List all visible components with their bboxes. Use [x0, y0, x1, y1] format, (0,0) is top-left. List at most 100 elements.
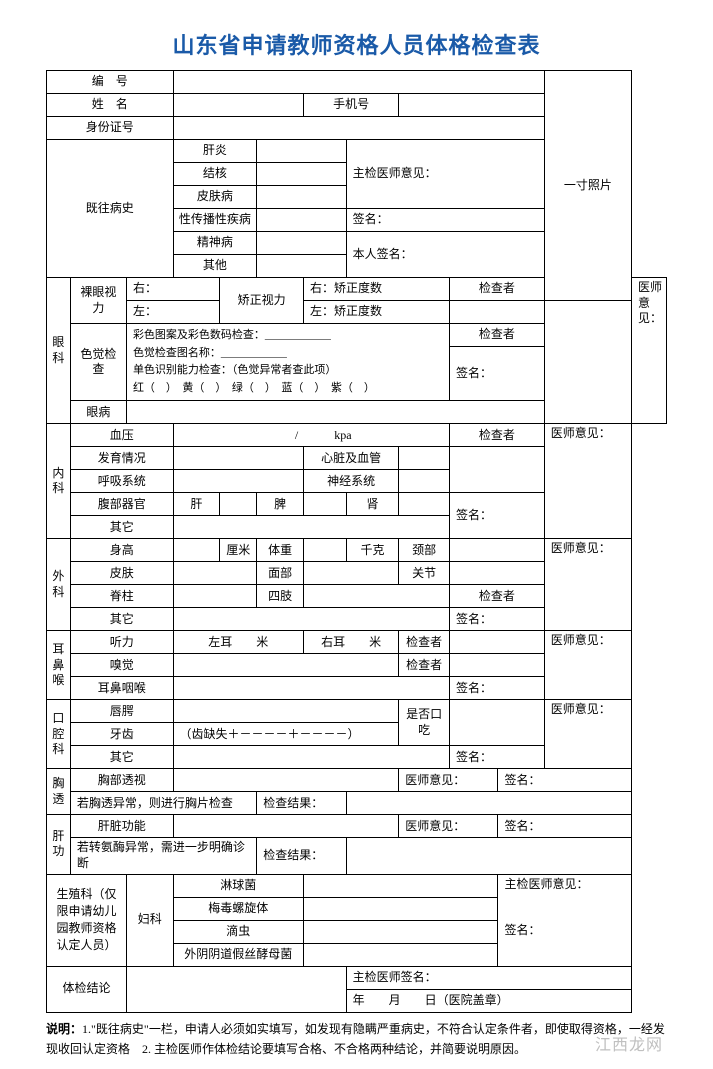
- surgery-sign[interactable]: 签名：: [449, 608, 544, 631]
- smell-value[interactable]: [173, 654, 399, 677]
- xray-value[interactable]: [173, 769, 399, 792]
- form-title: 山东省申请教师资格人员体格检查表: [46, 28, 667, 60]
- repro-item-value[interactable]: [304, 920, 498, 943]
- repro-item-value[interactable]: [304, 874, 498, 897]
- serial-value[interactable]: [173, 71, 544, 94]
- stutter-value[interactable]: [449, 700, 544, 746]
- history-value[interactable]: [257, 255, 346, 278]
- repro-item-value[interactable]: [304, 943, 498, 966]
- eye-examiner-value[interactable]: [449, 301, 544, 324]
- spleen-label: 脾: [257, 493, 304, 516]
- nerve-label: 神经系统: [304, 470, 399, 493]
- repro-doctor-opinion[interactable]: 主检医师意见： 签名：: [498, 874, 632, 966]
- chest-result-value[interactable]: [346, 792, 631, 815]
- liver-func-value[interactable]: [173, 815, 399, 838]
- spleen-value[interactable]: [304, 493, 347, 516]
- ent-doctor-opinion[interactable]: 医师意见：: [544, 631, 631, 700]
- limbs-value[interactable]: [304, 585, 450, 608]
- name-label: 姓 名: [47, 94, 174, 117]
- repro-item-value[interactable]: [304, 897, 498, 920]
- name-value[interactable]: [173, 94, 303, 117]
- chest-sign[interactable]: 签名：: [498, 769, 632, 792]
- conclusion-date[interactable]: 年 月 日（医院盖章）: [346, 989, 631, 1012]
- liver-abnormal: 若转氨酶异常，需进一步明确诊断: [70, 838, 256, 874]
- skin-value[interactable]: [173, 562, 257, 585]
- surgery-doctor-opinion[interactable]: 医师意见：: [544, 539, 631, 631]
- lip-label: 唇腭: [70, 700, 173, 723]
- weight-value[interactable]: [304, 539, 347, 562]
- conclusion-value[interactable]: [126, 966, 346, 1012]
- liver-doctor-opinion[interactable]: 医师意见：: [399, 815, 498, 838]
- oral-other-value[interactable]: [173, 746, 449, 769]
- history-value[interactable]: [257, 140, 346, 163]
- history-value[interactable]: [257, 232, 346, 255]
- joint-label: 关节: [399, 562, 450, 585]
- naked-left[interactable]: 左：: [126, 301, 219, 324]
- repro-opinion-text: 主检医师意见：: [504, 877, 627, 893]
- corrected-right[interactable]: 右：矫正度数: [304, 278, 450, 301]
- color-vision-block[interactable]: 彩色图案及彩色数码检查：____________ 色觉检查图名称：_______…: [126, 324, 449, 401]
- phone-value[interactable]: [399, 94, 544, 117]
- heart-label: 心脏及血管: [304, 447, 399, 470]
- right-ear[interactable]: 右耳 米: [304, 631, 399, 654]
- throat-value[interactable]: [173, 677, 449, 700]
- internal-other-value[interactable]: [173, 516, 449, 539]
- internal-sign[interactable]: 签名：: [449, 493, 544, 539]
- height-value[interactable]: [173, 539, 220, 562]
- serial-label: 编 号: [47, 71, 174, 94]
- liver-func-label: 肝脏功能: [70, 815, 173, 838]
- liver-label: 肝: [173, 493, 220, 516]
- exam-form-table: 编 号 一寸照片 姓 名 手机号 身份证号 既往病史 肝炎 主检医师意见： 结核…: [46, 70, 667, 1013]
- develop-value[interactable]: [173, 447, 303, 470]
- surgery-other-label: 其它: [70, 608, 173, 631]
- history-value[interactable]: [257, 163, 346, 186]
- face-value[interactable]: [304, 562, 399, 585]
- neck-value[interactable]: [449, 539, 544, 562]
- liver-value[interactable]: [220, 493, 257, 516]
- resp-label: 呼吸系统: [70, 470, 173, 493]
- surgery-other-value[interactable]: [173, 608, 449, 631]
- teeth-label: 牙齿: [70, 723, 173, 746]
- conclusion-doctor-sign[interactable]: 主检医师签名：: [346, 966, 631, 989]
- ent-examiner-value[interactable]: [449, 631, 544, 654]
- id-value[interactable]: [173, 117, 544, 140]
- smell-label: 嗅觉: [70, 654, 173, 677]
- oral-doctor-opinion[interactable]: 医师意见：: [544, 700, 631, 769]
- history-value[interactable]: [257, 209, 346, 232]
- oral-other-label: 其它: [70, 746, 173, 769]
- liver-result-value[interactable]: [346, 838, 631, 874]
- internal-doctor-opinion[interactable]: 医师意见：: [544, 424, 631, 539]
- joint-value[interactable]: [449, 562, 544, 585]
- ent-examiner2-value[interactable]: [449, 654, 544, 677]
- internal-other-label: 其它: [70, 516, 173, 539]
- self-sign[interactable]: 本人签名：: [346, 232, 544, 278]
- teeth-note[interactable]: （齿缺失＋－－－－＋－－－－）: [173, 723, 399, 746]
- oral-section: 口腔科: [47, 700, 71, 769]
- naked-right[interactable]: 右：: [126, 278, 219, 301]
- lip-value[interactable]: [173, 700, 399, 723]
- chest-doctor-opinion[interactable]: 医师意见：: [399, 769, 498, 792]
- eye-doctor-opinion[interactable]: 医师意见：: [632, 278, 667, 424]
- liver-sign[interactable]: 签名：: [498, 815, 632, 838]
- internal-examiner-value[interactable]: [449, 447, 544, 493]
- color-sign[interactable]: 签名：: [449, 347, 544, 401]
- chest-abnormal: 若胸透异常，则进行胸片检查: [70, 792, 256, 815]
- heart-value[interactable]: [399, 447, 450, 470]
- bp-value[interactable]: / kpa: [173, 424, 449, 447]
- resp-value[interactable]: [173, 470, 303, 493]
- spine-value[interactable]: [173, 585, 257, 608]
- nerve-value[interactable]: [399, 470, 450, 493]
- kidney-value[interactable]: [399, 493, 450, 516]
- kg-label: 千克: [346, 539, 399, 562]
- ent-sign[interactable]: 签名：: [449, 677, 544, 700]
- oral-sign[interactable]: 签名：: [449, 746, 544, 769]
- liver-result-label: 检查结果：: [257, 838, 346, 874]
- chief-doctor-opinion[interactable]: 主检医师意见：: [346, 140, 544, 209]
- corrected-left[interactable]: 左：矫正度数: [304, 301, 450, 324]
- history-item: 精神病: [173, 232, 257, 255]
- left-ear[interactable]: 左耳 米: [173, 631, 303, 654]
- ent-section: 耳鼻喉: [47, 631, 71, 700]
- history-sign[interactable]: 签名：: [346, 209, 544, 232]
- history-value[interactable]: [257, 186, 346, 209]
- eye-disease-value[interactable]: [126, 401, 544, 424]
